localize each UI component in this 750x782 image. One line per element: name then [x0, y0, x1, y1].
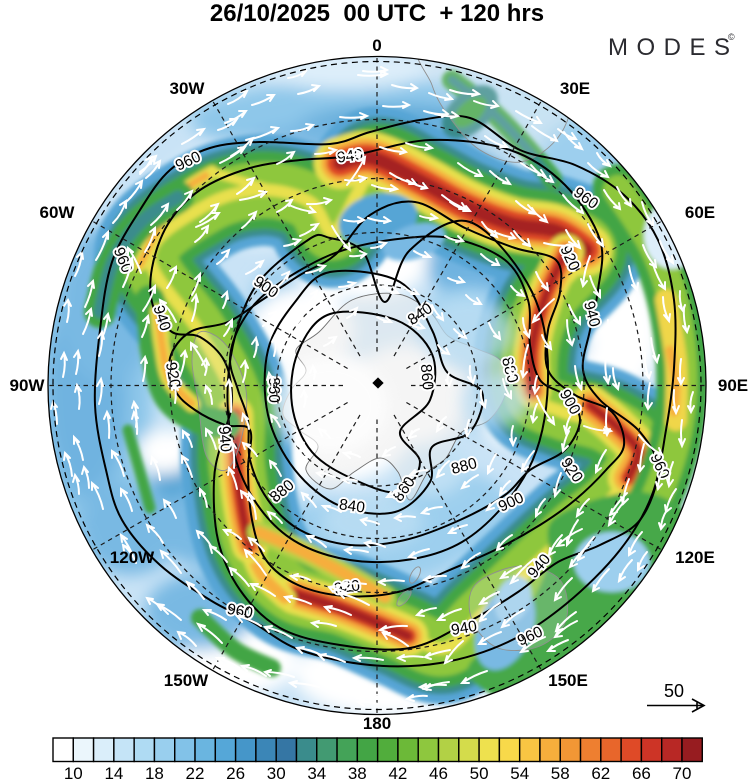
svg-text:MODES: MODES: [608, 34, 739, 61]
svg-text:860: 860: [417, 363, 436, 391]
svg-text:30E: 30E: [560, 79, 590, 98]
svg-text:66: 66: [632, 764, 651, 782]
svg-text:©: ©: [728, 32, 735, 42]
svg-text:50: 50: [664, 681, 684, 701]
svg-text:26: 26: [226, 764, 245, 782]
svg-text:58: 58: [551, 764, 570, 782]
svg-text:150E: 150E: [548, 671, 588, 690]
svg-text:46: 46: [429, 764, 448, 782]
svg-text:30: 30: [267, 764, 286, 782]
svg-text:70: 70: [673, 764, 692, 782]
svg-text:120W: 120W: [110, 548, 155, 567]
svg-text:60W: 60W: [40, 203, 76, 222]
svg-text:840: 840: [338, 496, 366, 516]
svg-text:14: 14: [104, 764, 123, 782]
svg-text:22: 22: [186, 764, 205, 782]
svg-text:42: 42: [388, 764, 407, 782]
svg-text:90E: 90E: [718, 376, 748, 395]
svg-text:54: 54: [510, 764, 529, 782]
svg-text:940: 940: [215, 425, 234, 453]
svg-text:0: 0: [372, 36, 381, 55]
svg-text:62: 62: [591, 764, 610, 782]
svg-text:30W: 30W: [170, 79, 206, 98]
svg-text:18: 18: [145, 764, 164, 782]
svg-text:26/10/2025 00 UTC + 120 hrs: 26/10/2025 00 UTC + 120 hrs: [210, 0, 544, 27]
svg-text:940: 940: [336, 146, 364, 166]
svg-text:10: 10: [64, 764, 83, 782]
svg-text:38: 38: [348, 764, 367, 782]
svg-text:50: 50: [470, 764, 489, 782]
svg-text:34: 34: [307, 764, 326, 782]
svg-text:90W: 90W: [10, 376, 46, 395]
svg-text:150W: 150W: [164, 671, 209, 690]
svg-text:120E: 120E: [675, 548, 715, 567]
svg-text:60E: 60E: [685, 203, 715, 222]
svg-text:860: 860: [265, 377, 282, 403]
svg-text:180: 180: [363, 714, 391, 733]
